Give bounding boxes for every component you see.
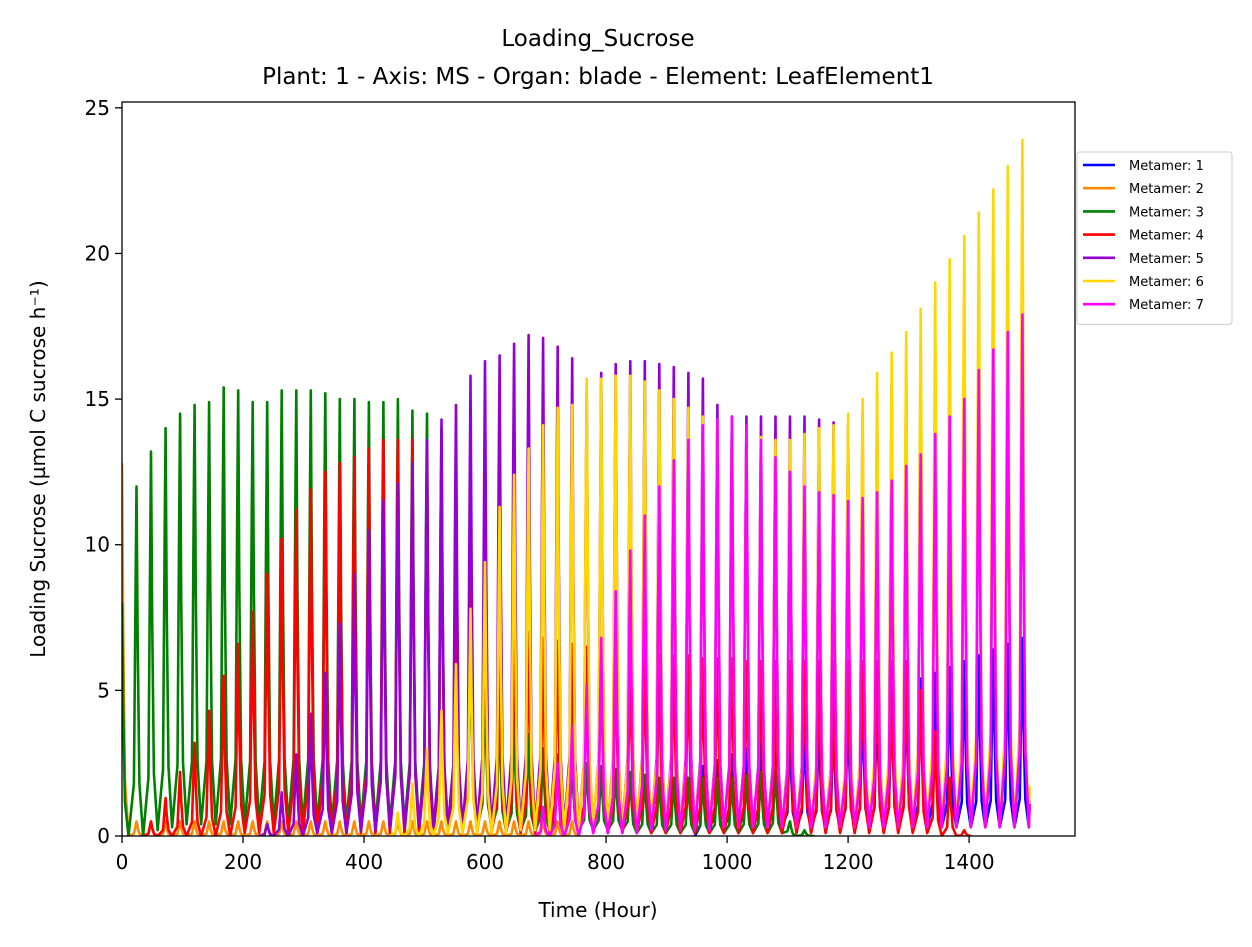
chart-title: Loading_Sucrose [501,26,694,52]
legend: Metamer: 1 Metamer: 2 Metamer: 3 Metamer: 4… [1076,151,1233,325]
x-tick-label: 0 [116,850,129,874]
x-tick-label: 1200 [823,850,874,874]
x-tick-label: 600 [466,850,504,874]
series-line-metamer-2 [122,463,580,836]
x-tick-label: 1000 [702,850,753,874]
legend-label: Metamer: 4 [1129,229,1204,244]
legend-label: Metamer: 1 [1129,159,1204,174]
x-axis-label: Time (Hour) [537,898,657,922]
series-line-metamer-7 [534,313,1031,836]
legend-label: Metamer: 3 [1129,205,1204,220]
y-tick-label: 5 [97,678,110,702]
x-tick-label: 200 [224,850,262,874]
chart-subtitle: Plant: 1 - Axis: MS - Organ: blade - Ele… [262,64,934,90]
y-tick-label: 15 [85,387,110,411]
y-axis-label: Loading Sucrose (µmol C sucrose h⁻¹) [26,280,50,657]
x-tick-label: 800 [587,850,625,874]
legend-frame [1076,151,1233,325]
x-tick-label: 400 [345,850,383,874]
plot-frame [121,101,1076,837]
x-axis: 0 200 400 600 800 1000 1200 1400 [116,836,995,874]
x-tick-label: 1400 [944,850,995,874]
y-tick-label: 20 [85,241,110,265]
y-axis: 0 5 10 15 20 25 [85,96,122,848]
y-tick-label: 0 [97,824,110,848]
legend-label: Metamer: 6 [1129,275,1204,290]
legend-label: Metamer: 2 [1129,182,1204,197]
legend-label: Metamer: 5 [1129,252,1204,267]
series-layer [122,138,1031,836]
legend-label: Metamer: 7 [1129,298,1204,313]
y-tick-label: 25 [85,96,110,120]
y-tick-label: 10 [85,533,110,557]
